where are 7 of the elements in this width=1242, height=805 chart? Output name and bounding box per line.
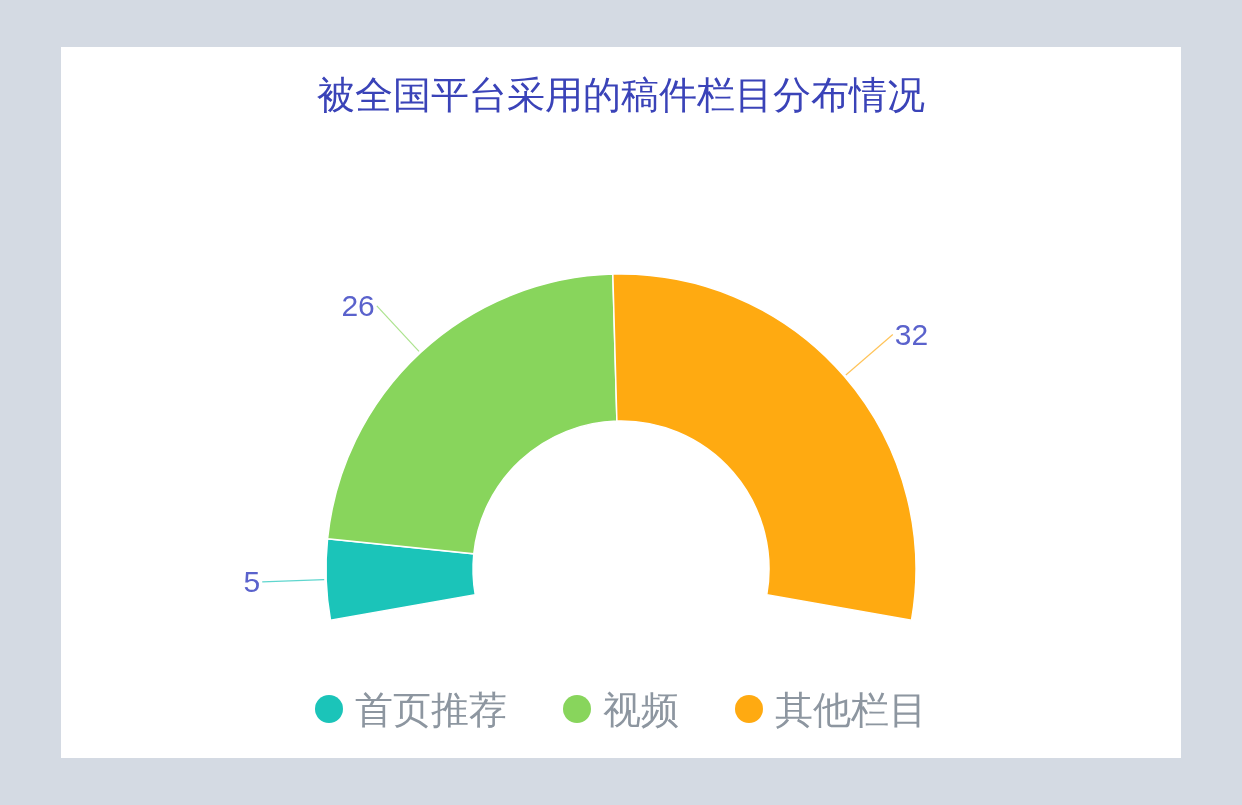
legend-label: 首页推荐 bbox=[355, 688, 507, 731]
data-label: 26 bbox=[341, 289, 375, 323]
legend-label: 视频 bbox=[603, 688, 679, 731]
chart-title: 被全国平台采用的稿件栏目分布情况 bbox=[317, 74, 925, 116]
data-label: 5 bbox=[243, 565, 261, 599]
data-label: 32 bbox=[894, 317, 929, 351]
legend-label: 其他栏目 bbox=[775, 688, 927, 731]
